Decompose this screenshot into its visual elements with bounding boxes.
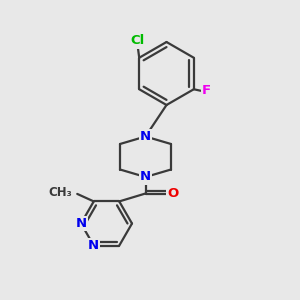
- Text: Cl: Cl: [130, 34, 145, 47]
- Text: N: N: [75, 217, 87, 230]
- Text: N: N: [88, 239, 99, 252]
- Text: CH₃: CH₃: [48, 186, 72, 199]
- Text: O: O: [167, 187, 179, 200]
- Text: N: N: [140, 130, 151, 143]
- Text: F: F: [202, 84, 211, 97]
- Text: N: N: [140, 170, 151, 184]
